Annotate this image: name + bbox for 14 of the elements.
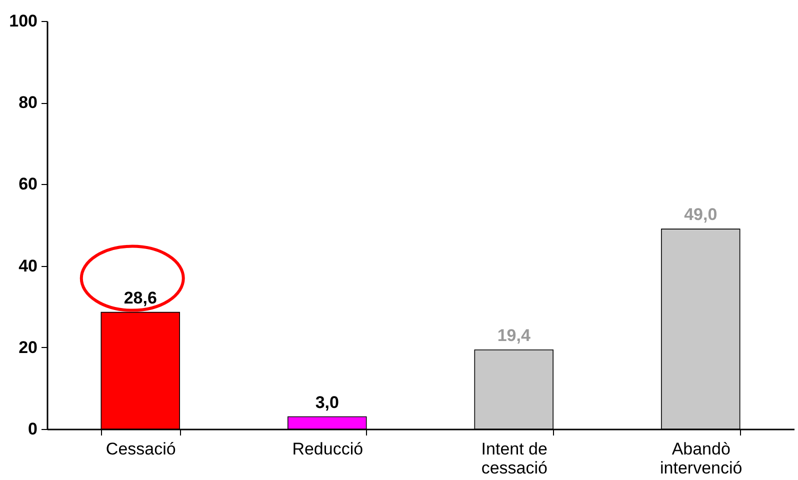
x-tick-label: Abandò intervenció [660,440,742,478]
data-label: 3,0 [315,392,339,412]
x-tick-label: Intent de cessació [481,440,548,478]
y-tick-label: 0 [28,420,38,438]
data-label: 28,6 [124,288,157,308]
y-tick-label: 100 [9,12,38,30]
y-tick-label: 20 [18,338,38,357]
data-label: 49,0 [684,205,718,224]
y-tick-label: 60 [18,174,38,194]
y-tick-label: 80 [18,93,38,112]
x-tick-label: Reducció [292,440,364,458]
data-label: 19,4 [497,326,531,345]
x-tick-label: Cessació [106,440,176,458]
y-tick-label: 40 [18,256,38,276]
